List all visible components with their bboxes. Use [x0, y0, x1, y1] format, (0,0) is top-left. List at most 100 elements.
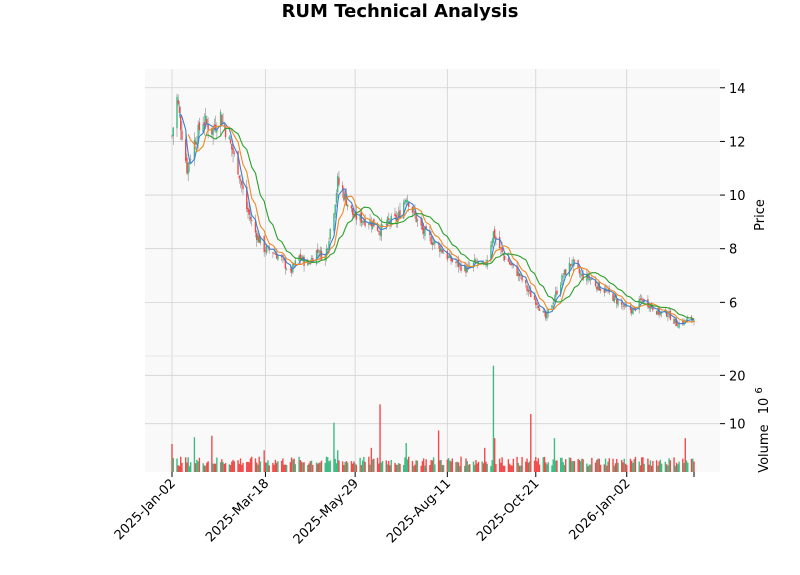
volume-bar	[614, 463, 617, 472]
volume-bar	[198, 457, 201, 472]
candle-body	[589, 279, 592, 281]
volume-bar	[507, 459, 510, 472]
volume-bar	[440, 460, 442, 472]
candle-body	[414, 210, 416, 215]
candle-body	[599, 289, 602, 291]
candle-body	[421, 224, 424, 230]
candle-body	[422, 227, 425, 234]
volume-bar	[411, 460, 414, 472]
volume-bar	[655, 460, 658, 472]
volume-bar	[437, 430, 440, 472]
volume-bar	[579, 461, 582, 472]
volume-bar	[177, 465, 179, 472]
candle-body	[632, 308, 634, 315]
candle-body	[604, 289, 607, 292]
volume-bar	[267, 460, 269, 472]
volume-bar	[408, 456, 410, 472]
volume-bar	[257, 464, 259, 472]
candle-body	[394, 213, 396, 216]
volume-bar	[588, 464, 591, 472]
volume-bar	[219, 462, 222, 472]
volume-bar	[232, 459, 234, 472]
candle-body	[569, 263, 572, 267]
volume-bar	[422, 458, 425, 472]
candle-body	[171, 135, 173, 137]
volume-bar	[264, 462, 267, 472]
candle-body	[294, 260, 297, 265]
candle-body	[597, 282, 599, 291]
candle-body	[333, 213, 335, 231]
moving-average-lines	[179, 113, 695, 325]
volume-bar	[318, 462, 320, 472]
volume-bar	[501, 457, 503, 472]
volume-bar	[363, 456, 365, 472]
candle-body	[447, 256, 450, 258]
candle-body	[586, 273, 588, 281]
candle-body	[376, 226, 379, 231]
volume-bar	[371, 459, 374, 472]
volume-bar	[648, 464, 650, 472]
volume-bar	[275, 462, 278, 472]
volume-bar	[563, 464, 566, 472]
grid-lines	[145, 69, 720, 472]
candle-body	[360, 212, 363, 223]
volume-bar	[657, 465, 659, 472]
candle-body	[561, 275, 563, 286]
volume-bar	[307, 464, 309, 472]
volume-bar	[606, 465, 608, 472]
candle-body	[560, 284, 562, 295]
volume-bar	[562, 462, 564, 472]
volume-bar	[442, 464, 445, 472]
volume-bar	[647, 458, 649, 472]
candle-body	[495, 237, 497, 240]
candle-body	[272, 252, 274, 254]
candle-body	[526, 285, 528, 291]
x-tick-label: 2025-Mar-18	[203, 476, 272, 545]
volume-bar	[344, 461, 346, 472]
candle-body	[598, 283, 601, 291]
candle-body	[669, 311, 672, 320]
price-tick-label: 8	[729, 243, 737, 258]
volume-bar	[223, 463, 226, 472]
volume-bar	[578, 459, 581, 472]
volume-bar	[516, 456, 518, 472]
candle-body	[564, 269, 567, 276]
volume-bar	[325, 456, 328, 472]
candle-body	[359, 213, 361, 221]
volume-bar	[259, 461, 262, 472]
candle-body	[275, 253, 278, 259]
volume-axis-label-text: Volume	[757, 424, 772, 472]
candle-body	[659, 312, 662, 315]
volume-bar	[650, 465, 653, 472]
volume-bar	[213, 463, 216, 472]
candle-body	[581, 273, 583, 276]
candle-body	[621, 301, 623, 305]
volume-bar	[569, 457, 572, 472]
volume-bar	[343, 465, 345, 472]
candle-body	[317, 249, 319, 253]
volume-bar	[406, 459, 409, 472]
volume-bar	[368, 456, 370, 472]
candle-body	[202, 124, 204, 132]
volume-bar	[335, 463, 338, 472]
candle-body	[308, 263, 310, 264]
candle-body	[412, 209, 415, 211]
volume-bar	[329, 460, 331, 472]
volume-bar	[677, 464, 679, 472]
volume-bar	[202, 463, 204, 472]
volume-bar	[634, 456, 637, 472]
volume-bar	[379, 404, 381, 472]
volume-bar	[631, 460, 633, 472]
volume-bar	[354, 463, 356, 472]
volume-axis-label: Volume 10 6	[754, 387, 772, 473]
candle-body	[214, 124, 217, 131]
candle-body	[289, 268, 292, 270]
candle-body	[344, 194, 346, 200]
volume-bar	[674, 465, 677, 472]
candle-body	[334, 204, 336, 215]
volume-bar	[693, 461, 695, 472]
volume-bar	[553, 438, 556, 472]
volume-bar	[294, 464, 297, 472]
candle-body	[363, 221, 365, 224]
volume-bar	[214, 463, 217, 472]
